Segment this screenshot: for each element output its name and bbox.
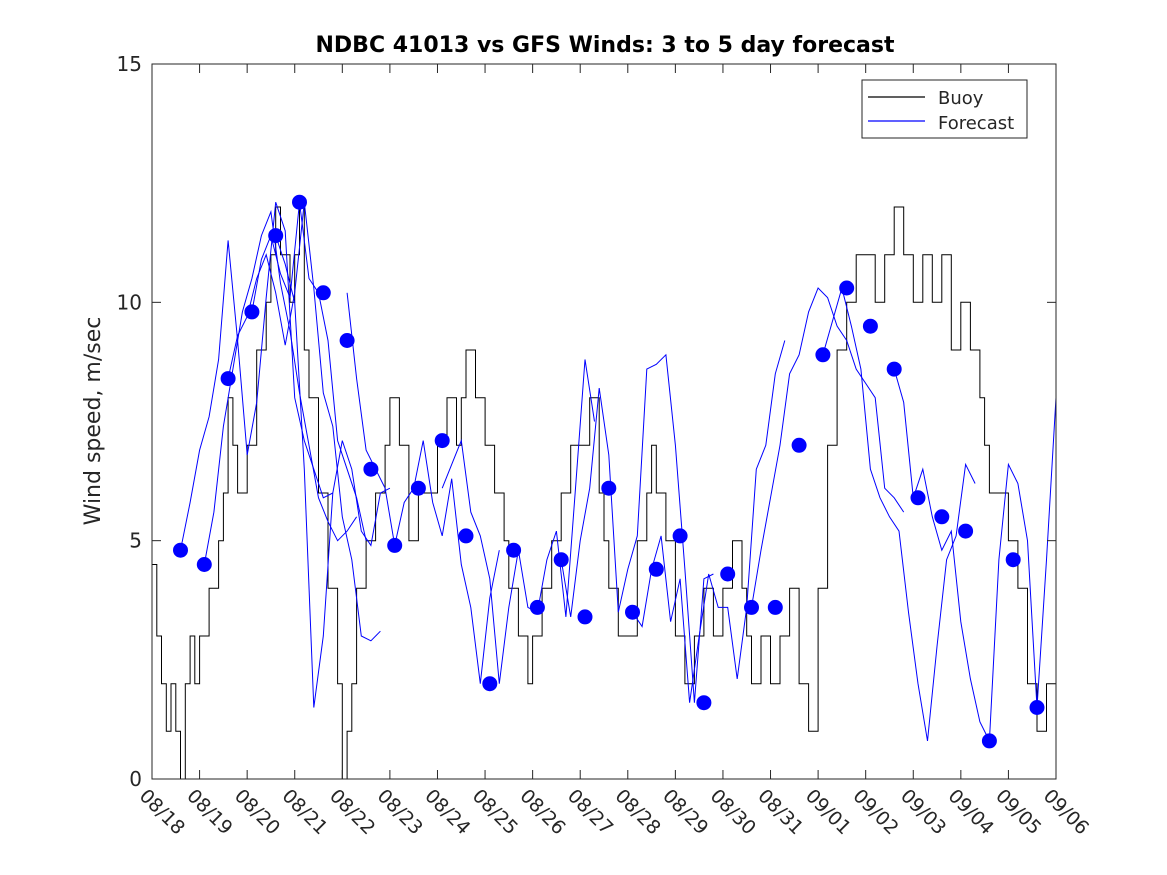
forecast-point	[268, 228, 284, 244]
forecast-series-line-1	[180, 202, 334, 551]
forecast-point	[196, 557, 212, 572]
forecast-point	[672, 528, 688, 544]
forecast-point	[648, 561, 664, 577]
forecast-point	[315, 285, 331, 301]
forecast-point	[934, 509, 950, 525]
forecast-point	[910, 490, 926, 506]
forecast-point	[720, 566, 736, 582]
forecast-series-line-11	[822, 286, 976, 741]
forecast-point	[577, 609, 593, 625]
legend-buoy-label: Buoy	[938, 88, 984, 109]
forecast-point	[506, 542, 522, 558]
y-tick-label: 0	[129, 767, 142, 791]
forecast-point	[553, 552, 569, 568]
forecast-point	[839, 280, 855, 296]
forecast-point	[696, 695, 712, 711]
buoy-series-line	[152, 206, 1056, 779]
forecast-point	[529, 599, 545, 615]
y-tick-label: 5	[129, 529, 142, 553]
forecast-point	[767, 599, 783, 615]
legend-forecast-label: Forecast	[938, 113, 1014, 134]
forecast-point	[744, 599, 759, 615]
forecast-point	[625, 604, 640, 620]
forecast-series-line-12	[893, 368, 1056, 743]
forecast-series-line-8	[560, 353, 714, 703]
forecast-point	[886, 361, 902, 377]
legend-box	[861, 79, 1028, 139]
forecast-series-line-10	[751, 287, 905, 608]
y-axis-label: Wind speed, m/sec	[81, 317, 106, 526]
forecast-point	[434, 433, 450, 449]
forecast-point	[244, 304, 260, 320]
forecast-point	[981, 733, 997, 749]
forecast-point	[220, 371, 236, 387]
forecast-point	[1029, 700, 1045, 715]
forecast-point	[791, 437, 807, 453]
forecast-point	[410, 480, 426, 496]
forecast-point	[482, 676, 498, 692]
y-tick-label: 15	[117, 52, 142, 76]
forecast-point	[363, 461, 379, 477]
y-tick-label: 10	[117, 290, 142, 314]
forecast-series-line-2	[203, 209, 358, 565]
forecast-point	[601, 480, 617, 496]
forecast-point	[815, 347, 831, 363]
legend: Buoy Forecast	[861, 79, 1028, 139]
plot-series-group	[152, 194, 1056, 779]
forecast-point	[458, 528, 474, 544]
forecast-point	[339, 333, 355, 348]
forecast-point	[1005, 552, 1021, 568]
forecast-point	[387, 537, 403, 553]
forecast-series-line-5	[275, 235, 391, 708]
chart-title: NDBC 41013 vs GFS Winds: 3 to 5 day fore…	[316, 33, 895, 58]
forecast-point	[292, 194, 307, 210]
forecast-point	[958, 523, 974, 539]
forecast-point	[173, 542, 188, 558]
plot-content	[152, 194, 1056, 779]
forecast-point	[862, 318, 878, 334]
axes-box	[151, 63, 1057, 780]
forecast-series-line-9	[632, 340, 786, 703]
